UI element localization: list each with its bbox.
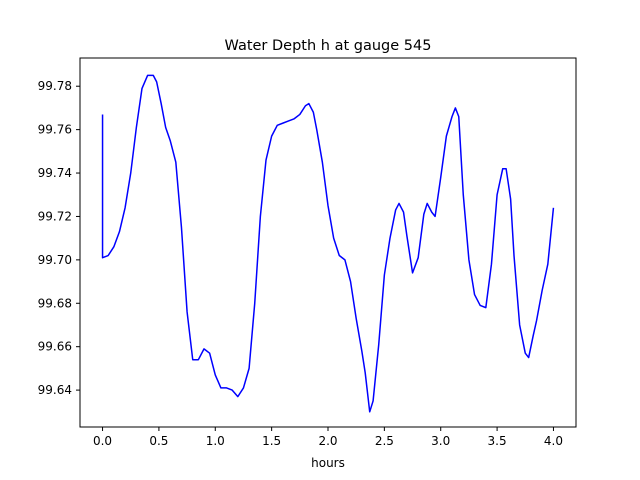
y-tick-label: 99.66 — [38, 340, 72, 354]
x-tick-label: 2.0 — [318, 434, 337, 448]
x-axis: 0.0 0.5 1.0 1.5 2.0 2.5 3.0 3.5 4.0 — [93, 427, 563, 448]
x-tick-label: 0.0 — [93, 434, 112, 448]
y-tick-label: 99.68 — [38, 296, 72, 310]
plot-area — [101, 74, 555, 413]
x-tick-label: 0.5 — [149, 434, 168, 448]
x-tick-label: 1.0 — [206, 434, 225, 448]
y-tick-label: 99.76 — [38, 123, 72, 137]
y-tick-label: 99.72 — [38, 209, 72, 223]
series-line — [101, 74, 555, 413]
x-tick-label: 2.5 — [375, 434, 394, 448]
y-tick-label: 99.74 — [38, 166, 72, 180]
y-tick-label: 99.64 — [38, 383, 72, 397]
x-axis-label: hours — [311, 456, 345, 470]
x-tick-label: 3.0 — [431, 434, 450, 448]
y-axis: 99.64 99.66 99.68 99.70 99.72 99.74 99.76 99.78 — [38, 79, 80, 397]
y-tick-label: 99.78 — [38, 79, 72, 93]
x-tick-label: 4.0 — [544, 434, 563, 448]
x-tick-label: 3.5 — [488, 434, 507, 448]
x-tick-label: 1.5 — [262, 434, 281, 448]
chart-title: Water Depth h at gauge 545 — [225, 38, 432, 54]
y-tick-label: 99.70 — [38, 253, 72, 267]
